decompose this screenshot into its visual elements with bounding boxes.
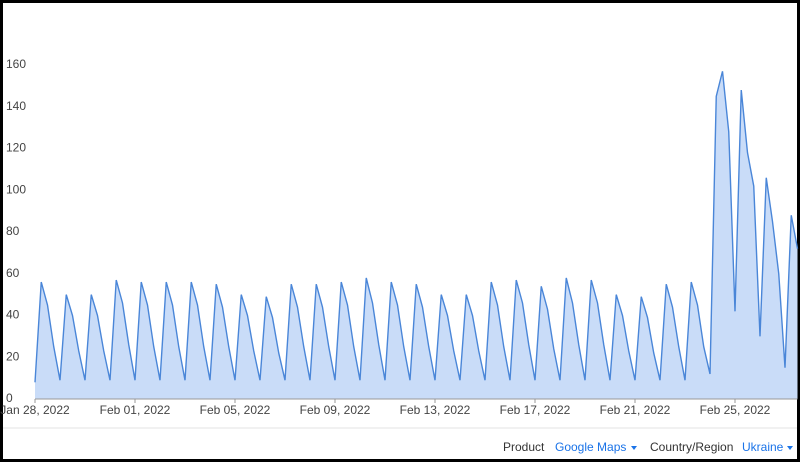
y-tick-label: 120 [6,141,26,155]
x-tick-label: Feb 17, 2022 [500,403,571,417]
y-tick-label: 100 [6,182,26,196]
product-label: Product [503,440,545,454]
dropdown-arrow[interactable] [787,446,793,450]
y-tick-label: 140 [6,99,26,113]
y-tick-label: 40 [6,308,20,322]
product-select[interactable]: Google Maps [555,440,626,454]
region-label: Country/Region [650,440,733,454]
x-tick-label: Jan 28, 2022 [0,403,70,417]
y-tick-label: 60 [6,266,20,280]
dropdown-arrow[interactable] [631,446,637,450]
y-tick-label: 20 [6,349,20,363]
plot: 0 20 40 60 80 100 120 140 160 Jan 28, 2022 Feb 01,… [0,57,799,417]
x-tick-label: Feb 09, 2022 [300,403,371,417]
line [34,71,799,383]
x-tick-label: Feb 13, 2022 [400,403,471,417]
y-tick-label: 80 [6,224,20,238]
y-tick-label: 160 [6,57,26,71]
y-tick-label: 0 [6,391,13,405]
x-tick-label: Feb 05, 2022 [200,403,271,417]
x-tick-label: Feb 25, 2022 [700,403,771,417]
region-select[interactable]: Ukraine [742,440,784,454]
x-tick-label: Feb 21, 2022 [600,403,671,417]
x-tick-label: Feb 01, 2022 [100,403,171,417]
